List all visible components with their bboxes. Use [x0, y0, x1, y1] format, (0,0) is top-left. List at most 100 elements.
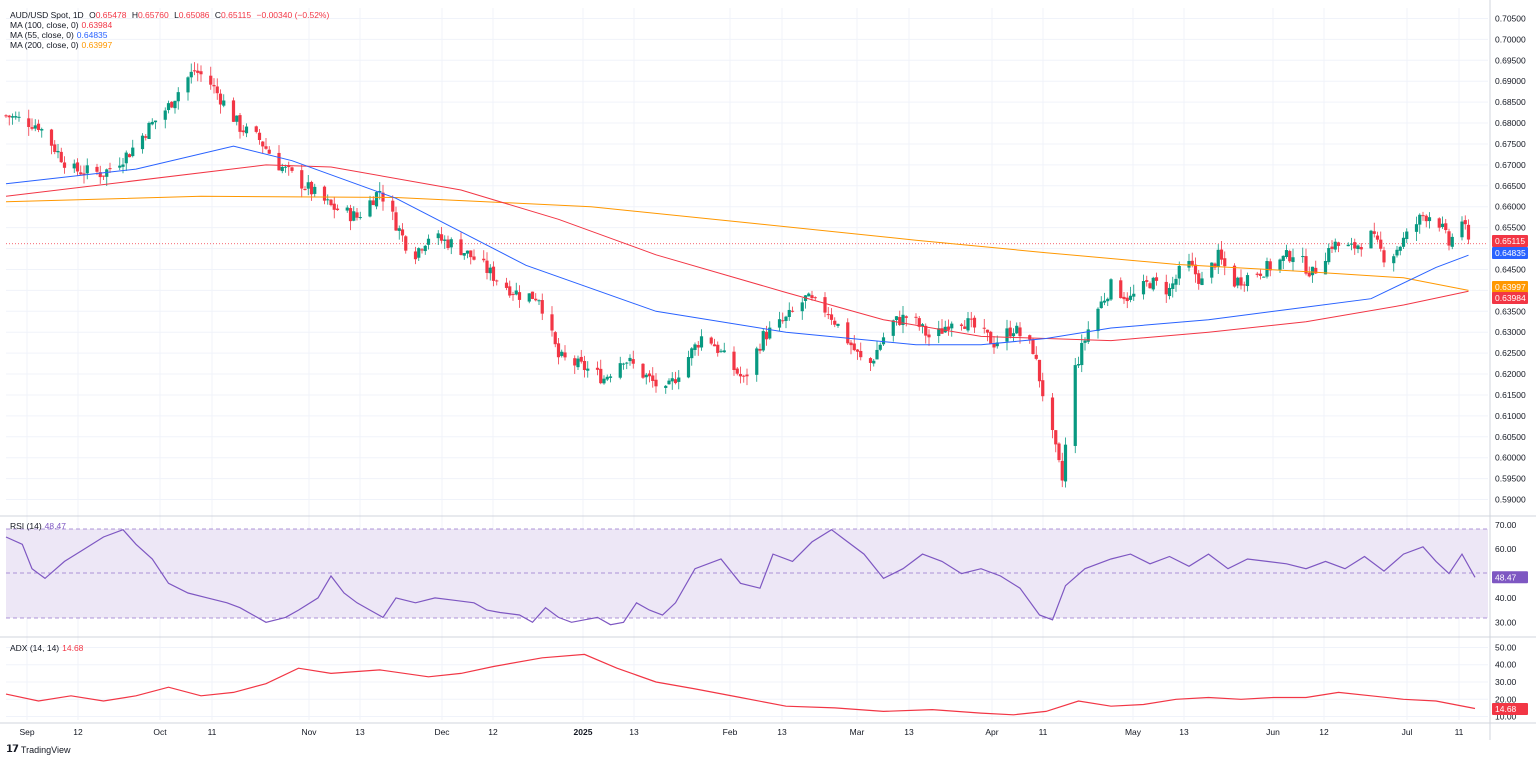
candle-body	[1346, 244, 1350, 247]
candle-body	[852, 343, 856, 351]
candle-body	[59, 151, 63, 163]
price-tick-label: 0.63500	[1495, 306, 1526, 316]
candle-body	[1427, 217, 1432, 222]
candle-body	[670, 378, 674, 382]
price-tag: 0.63984	[1495, 293, 1526, 303]
candle-body	[644, 374, 648, 378]
candle-body	[1414, 224, 1419, 232]
adx-legend[interactable]: ADX (14, 14) 14.68	[10, 643, 86, 653]
candle-body	[446, 239, 450, 249]
candle-body	[504, 282, 509, 288]
price-axis: 0.70500 0.70000 0.69500 0.69000 0.68500 0.680…	[1495, 13, 1526, 721]
close-value: 0.65115	[221, 10, 252, 20]
ma100-line	[5, 164, 1469, 342]
candle-body	[995, 342, 999, 347]
candle-body	[378, 190, 382, 192]
candle-body	[303, 189, 307, 191]
tradingview-branding[interactable]: 𝟭𝟳 TradingView	[6, 744, 70, 755]
candle-body	[1041, 380, 1045, 397]
candle-body	[829, 314, 834, 320]
adx-line	[5, 653, 1476, 716]
candle-body	[608, 376, 613, 378]
candle-body	[105, 169, 109, 177]
candle-body	[787, 309, 791, 317]
candle-body	[1395, 249, 1399, 256]
rsi-legend[interactable]: RSI (14) 48.47	[10, 521, 69, 531]
candle-body	[735, 368, 739, 374]
candle-body	[166, 103, 171, 111]
candle-body	[894, 316, 899, 321]
price-tick-label: 0.67500	[1495, 139, 1526, 149]
candle-body	[1197, 273, 1201, 284]
candle-body	[1119, 280, 1123, 299]
time-tick-label: Dec	[434, 727, 450, 737]
candle-body	[170, 101, 174, 108]
candle-body	[488, 267, 492, 274]
candle-body	[982, 327, 986, 329]
candle-body	[1171, 283, 1175, 289]
price-tick-label: 0.68000	[1495, 118, 1526, 128]
candle-body	[716, 344, 720, 353]
candle-body	[222, 100, 226, 106]
candle-body	[121, 164, 125, 167]
candle-body	[1304, 256, 1308, 274]
candle-body	[1392, 256, 1396, 264]
candle-body	[1050, 397, 1055, 431]
candle-body	[443, 239, 447, 241]
candle-body	[186, 77, 190, 93]
candle-body	[79, 172, 83, 175]
candle-body	[439, 234, 444, 241]
candle-body	[144, 136, 148, 138]
candle-body	[394, 212, 398, 231]
candle-body	[1187, 260, 1191, 268]
ma55-legend[interactable]: MA (55, close, 0) 0.64835	[10, 30, 111, 40]
open-value: 0.65478	[95, 10, 127, 20]
candle-body	[813, 297, 817, 299]
adx-tick-label: 20.00	[1495, 694, 1517, 704]
candle-body	[1106, 298, 1110, 302]
candle-body	[300, 170, 304, 189]
rsi-tick-label: 60.00	[1495, 544, 1517, 554]
candle-body	[1008, 327, 1012, 337]
candle-body	[1418, 214, 1422, 225]
candle-body	[1336, 242, 1341, 246]
candle-body	[1382, 250, 1386, 263]
ma200-legend[interactable]: MA (200, close, 0) 0.63997	[10, 40, 115, 50]
candle-body	[355, 212, 359, 218]
candle-body	[560, 351, 564, 356]
candle-body	[153, 120, 158, 123]
candle-body	[836, 323, 840, 326]
candle-body	[7, 115, 11, 118]
time-tick-label: 13	[1179, 727, 1189, 737]
candle-body	[209, 75, 213, 85]
candle-body	[1372, 231, 1376, 234]
candle-body	[397, 228, 401, 231]
candle-body	[527, 293, 531, 302]
candle-body	[582, 360, 587, 371]
candle-body	[27, 118, 31, 127]
candle-body	[1405, 231, 1409, 240]
candle-body	[423, 245, 427, 252]
candle-body	[261, 141, 265, 147]
candle-body	[878, 344, 882, 350]
rsi-label: RSI (14)	[10, 521, 42, 531]
candle-body	[972, 317, 977, 328]
symbol-legend[interactable]: AUD/USD Spot, 1D O0.65478 H0.65760 L0.65…	[10, 10, 332, 20]
candle-body	[465, 250, 470, 254]
change-value: −0.00340 (−0.52%)	[256, 10, 330, 20]
candle-body	[108, 168, 112, 170]
candle-body	[1028, 335, 1032, 340]
candle-body	[1086, 329, 1090, 342]
candle-body	[1262, 276, 1266, 278]
indicator-lines	[5, 145, 1476, 716]
adx-tag-bg	[1492, 702, 1528, 715]
candle-body	[722, 350, 726, 353]
candle-body	[235, 115, 239, 122]
candle-body	[686, 357, 691, 378]
close-label: C	[214, 10, 222, 20]
ma100-legend[interactable]: MA (100, close, 0) 0.63984	[10, 20, 115, 30]
candle-body	[348, 208, 353, 222]
candle-body	[1281, 255, 1285, 261]
price-tick-label: 0.64500	[1495, 264, 1526, 274]
